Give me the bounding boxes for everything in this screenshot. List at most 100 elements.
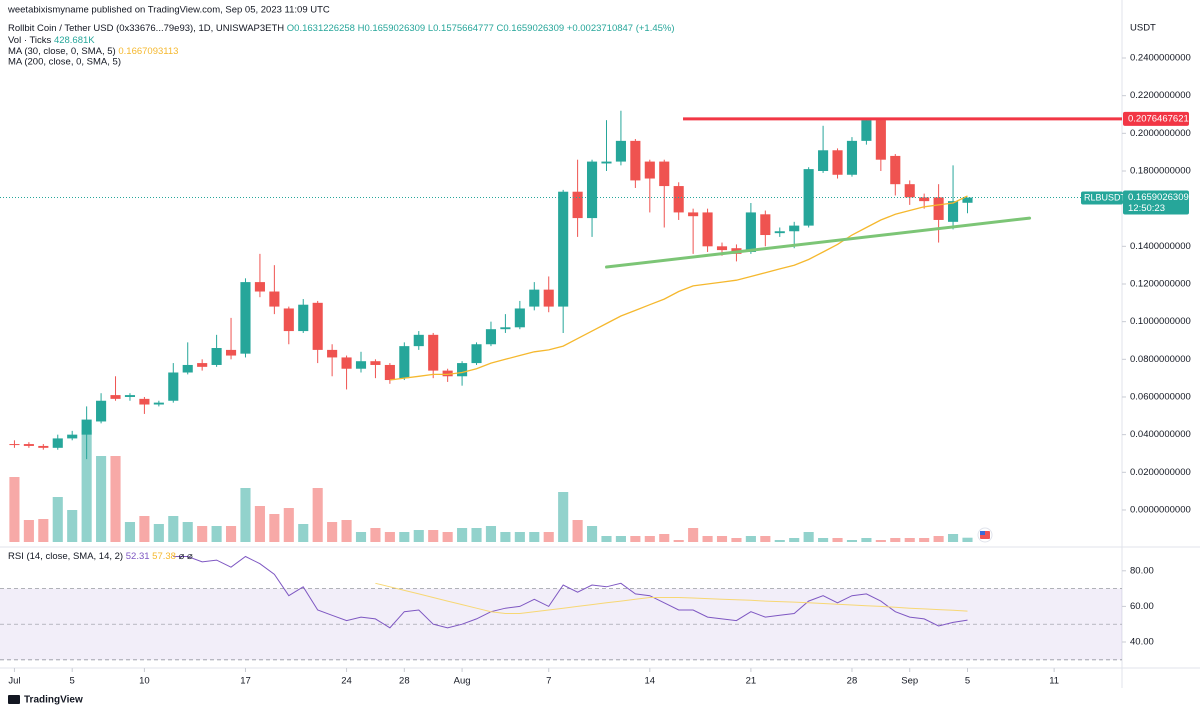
event-icon[interactable] xyxy=(977,527,993,543)
volume-bar xyxy=(269,514,280,542)
x-tick-label: 28 xyxy=(847,676,858,687)
candle-body xyxy=(355,361,367,369)
candle-body xyxy=(962,197,973,203)
volume-bar xyxy=(442,532,453,542)
x-tick-label: Aug xyxy=(454,676,471,687)
ma200-legend: MA (200, close, 0, SMA, 5) xyxy=(8,57,121,68)
candle-body xyxy=(211,348,222,365)
volume-bar xyxy=(485,526,497,542)
volume-bar xyxy=(110,456,121,542)
volume-bar xyxy=(875,540,886,542)
footer-logo: TradingView xyxy=(8,695,83,706)
symbol-label-box xyxy=(1081,191,1123,205)
candle-body xyxy=(327,349,338,358)
rsi-y-tick-label: 80.00 xyxy=(1130,565,1154,576)
candle-body xyxy=(38,445,49,448)
x-tick-label: 7 xyxy=(546,676,551,687)
candle-body xyxy=(457,363,468,377)
candle-body xyxy=(659,161,670,187)
candle-body xyxy=(67,434,78,439)
candle-body xyxy=(644,161,655,179)
volume-bar xyxy=(933,536,944,542)
volume-bar xyxy=(630,536,641,542)
candle-body xyxy=(529,289,540,307)
x-tick-label: 28 xyxy=(399,676,410,687)
rsi-y-tick-label: 40.00 xyxy=(1130,637,1154,648)
x-tick-label: 24 xyxy=(341,676,352,687)
y-tick-label: 0.1000000000 xyxy=(1130,316,1191,327)
volume-bar xyxy=(659,534,670,542)
volume-bar xyxy=(23,520,34,542)
candle-body xyxy=(543,289,554,307)
symbol-line: Rollbit Coin / Tether USD (0x33676...79e… xyxy=(8,23,675,34)
y-tick-label: 0.2200000000 xyxy=(1130,90,1191,101)
event-flag-canton[interactable] xyxy=(980,531,985,535)
ma30-legend: MA (30, close, 0, SMA, 5) 0.1667093113 xyxy=(8,46,178,57)
candle-body xyxy=(428,334,439,371)
volume-bar xyxy=(298,524,309,542)
volume-bar xyxy=(81,430,92,542)
candle-body xyxy=(283,308,294,332)
candle-body xyxy=(716,246,728,251)
rsi-y-tick-label: 60.00 xyxy=(1130,601,1154,612)
candle-body xyxy=(702,212,713,247)
volume-bar xyxy=(543,532,554,542)
volume-bar xyxy=(904,538,915,542)
candle-body xyxy=(197,363,208,367)
axis-layer: 0.0000000000 0.0200000000 0.0400000000 0.06… xyxy=(8,53,1190,687)
volume-bar xyxy=(760,536,771,542)
moving-average xyxy=(389,195,968,381)
x-tick-label: Jul xyxy=(8,676,20,687)
candle-body xyxy=(384,364,395,381)
x-tick-label: 21 xyxy=(746,676,757,687)
rsi-ma-value: 57.38 xyxy=(152,551,176,562)
symbol-label: RLBUSDT xyxy=(1084,192,1127,202)
y-tick-label: 0.0600000000 xyxy=(1130,391,1191,402)
volume-bar xyxy=(818,538,829,542)
volume-bar xyxy=(312,488,323,542)
volume-bar xyxy=(168,516,179,542)
candle-body xyxy=(630,140,641,181)
candle-body xyxy=(846,140,858,175)
symbol: Rollbit Coin / Tether USD (0x33676...79e… xyxy=(8,23,284,34)
rsi-empty: ⌀ xyxy=(187,551,193,562)
volume-bar xyxy=(586,526,598,542)
x-tick-label: 14 xyxy=(645,676,656,687)
candle-layer xyxy=(9,110,973,460)
volume-value: 428.681K xyxy=(54,35,95,46)
volume-bar xyxy=(731,538,742,542)
volume-bar xyxy=(327,522,338,542)
volume-bar xyxy=(861,538,872,542)
volume-bar xyxy=(254,506,265,542)
candle-body xyxy=(875,120,886,160)
volume-name: Vol · Ticks xyxy=(8,35,52,46)
volume-bar xyxy=(615,536,626,542)
ma30-name: MA (30, close, 0, SMA, 5) xyxy=(8,46,116,57)
candle-body xyxy=(298,304,309,332)
candle-body xyxy=(399,346,410,379)
ma30-value: 0.1667093113 xyxy=(118,46,178,57)
price-label: 0.1659026309 xyxy=(1128,192,1189,203)
candle-body xyxy=(370,361,381,365)
rsi-line xyxy=(173,555,968,629)
y-tick-label: 0.2000000000 xyxy=(1130,128,1191,139)
x-tick-label: 10 xyxy=(139,676,150,687)
volume-bar xyxy=(947,534,959,542)
candle-body xyxy=(586,161,598,219)
volume-bar xyxy=(211,526,222,542)
candle-body xyxy=(760,214,771,236)
volume-bar xyxy=(384,532,395,542)
x-tick-label: 17 xyxy=(240,676,251,687)
volume-bar xyxy=(745,536,756,542)
volume-bar xyxy=(52,497,63,542)
volume-bar xyxy=(803,532,814,542)
logo-mark xyxy=(8,695,20,704)
volume-bar xyxy=(428,530,439,542)
candle-body xyxy=(919,197,930,202)
volume-bar xyxy=(139,516,150,542)
line-layer xyxy=(0,117,1122,629)
candle-body xyxy=(96,400,107,422)
y-tick-label: 0.1200000000 xyxy=(1130,279,1191,290)
candle-body xyxy=(745,212,756,252)
